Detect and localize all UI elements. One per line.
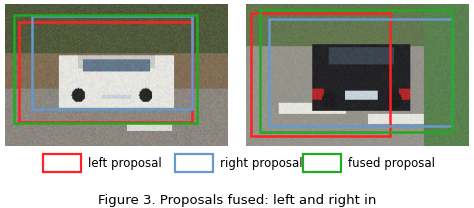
Bar: [269, 19, 452, 126]
Bar: [14, 15, 197, 124]
Bar: [43, 154, 81, 172]
Text: left proposal: left proposal: [88, 157, 162, 170]
Bar: [32, 16, 192, 109]
Text: fused proposal: fused proposal: [348, 157, 436, 170]
Text: Figure 3. Proposals fused: left and right in: Figure 3. Proposals fused: left and righ…: [98, 194, 376, 207]
Bar: [260, 10, 452, 132]
Bar: [251, 13, 390, 136]
Bar: [303, 154, 341, 172]
Bar: [175, 154, 213, 172]
Bar: [18, 22, 192, 122]
Text: right proposal: right proposal: [220, 157, 303, 170]
